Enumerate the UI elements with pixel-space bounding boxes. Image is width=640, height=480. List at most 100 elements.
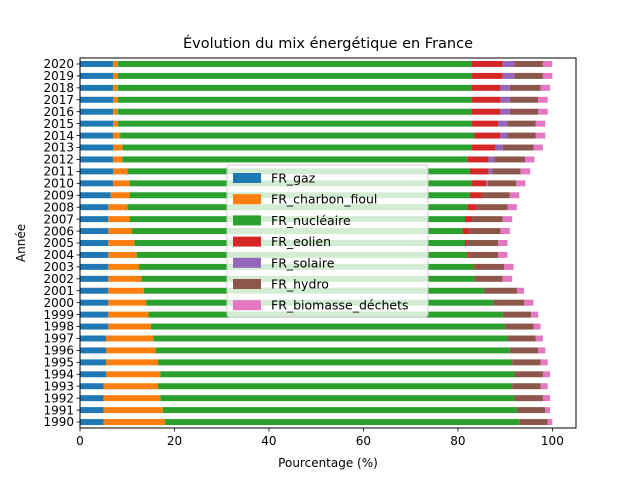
- bar-FR_biomasse_déchets-2009: [509, 192, 520, 199]
- bar-FR_hydro-2000: [493, 299, 525, 306]
- bar-FR_biomasse_déchets-2013: [533, 144, 543, 151]
- bar-FR_solaire-2015: [498, 120, 508, 127]
- bar-FR_eolien-2006: [462, 228, 470, 235]
- y-tick-label-2019: 2019: [43, 69, 74, 83]
- y-tick-label-2009: 2009: [43, 188, 74, 202]
- bar-FR_charbon_fioul-2016: [113, 108, 118, 115]
- bar-FR_hydro-1997: [507, 335, 536, 342]
- bar-FR_nucléaire-1991: [162, 407, 517, 414]
- bar-FR_solaire-2019: [502, 72, 515, 79]
- bar-FR_hydro-2013: [502, 144, 534, 151]
- bar-FR_biomasse_déchets-1993: [540, 383, 548, 390]
- bar-FR_eolien-2004: [467, 251, 470, 258]
- bar-FR_hydro-2020: [514, 60, 543, 67]
- bar-FR_hydro-1992: [514, 395, 543, 402]
- bar-FR_hydro-1998: [505, 323, 534, 330]
- bar-FR_biomasse_déchets-1995: [540, 359, 548, 366]
- bar-FR_eolien-2003: [474, 263, 476, 270]
- y-tick-label-1992: 1992: [43, 391, 74, 405]
- bar-FR_hydro-2015: [507, 120, 536, 127]
- bar-FR_charbon_fioul-2000: [108, 299, 147, 306]
- bar-FR_gaz-2010: [80, 180, 114, 187]
- bar-FR_solaire-2011: [488, 168, 493, 175]
- bar-FR_gaz-2007: [80, 216, 109, 223]
- bar-FR_hydro-2011: [492, 168, 521, 175]
- bar-FR_gaz-2003: [80, 263, 109, 270]
- bar-FR_charbon_fioul-2014: [113, 132, 121, 139]
- bar-FR_solaire-2012: [488, 156, 495, 163]
- y-tick-label-2011: 2011: [43, 165, 74, 179]
- bar-FR_charbon_fioul-1996: [105, 347, 156, 354]
- bar-FR_charbon_fioul-1999: [108, 311, 149, 318]
- bar-FR_solaire-2017: [500, 96, 510, 103]
- y-tick-label-2010: 2010: [43, 177, 74, 191]
- bar-FR_hydro-2017: [509, 96, 539, 103]
- bar-FR_gaz-2016: [80, 108, 114, 115]
- bar-FR_biomasse_déchets-1997: [535, 335, 543, 342]
- bar-FR_biomasse_déchets-2008: [507, 204, 517, 211]
- x-tick-label-20: 20: [167, 434, 182, 448]
- bar-FR_eolien-2019: [472, 72, 503, 79]
- bar-FR_eolien-2013: [472, 144, 496, 151]
- bar-FR_gaz-1995: [80, 359, 106, 366]
- bar-FR_charbon_fioul-1995: [105, 359, 158, 366]
- bar-FR_hydro-2014: [507, 132, 536, 139]
- x-tick-label-40: 40: [261, 434, 276, 448]
- bar-FR_charbon_fioul-2009: [110, 192, 130, 199]
- bar-FR_eolien-2014: [474, 132, 501, 139]
- bar-FR_charbon_fioul-2007: [108, 216, 130, 223]
- y-tick-label-2017: 2017: [43, 93, 74, 107]
- bar-FR_nucléaire-1994: [160, 371, 515, 378]
- bar-FR_hydro-2008: [476, 204, 508, 211]
- bar-FR_biomasse_déchets-1998: [533, 323, 541, 330]
- bar-FR_charbon_fioul-1998: [108, 323, 151, 330]
- bar-FR_charbon_fioul-2012: [113, 156, 123, 163]
- bar-FR_biomasse_déchets-2015: [535, 120, 546, 127]
- y-tick-label-2020: 2020: [43, 57, 74, 71]
- bar-FR_charbon_fioul-1997: [105, 335, 154, 342]
- bar-FR_hydro-2009: [481, 192, 510, 199]
- bar-FR_eolien-2011: [469, 168, 489, 175]
- legend-label-FR_biomasse_déchets: FR_biomasse_déchets: [271, 298, 409, 313]
- y-tick-label-2000: 2000: [43, 296, 74, 310]
- bar-FR_solaire-2014: [500, 132, 508, 139]
- bar-FR_hydro-1995: [512, 359, 541, 366]
- bar-FR_charbon_fioul-2006: [108, 228, 132, 235]
- bar-FR_nucléaire-2016: [117, 108, 473, 115]
- x-tick-label-80: 80: [450, 434, 465, 448]
- bar-FR_nucléaire-2014: [120, 132, 475, 139]
- bar-FR_gaz-2002: [80, 275, 109, 282]
- bar-FR_biomasse_déchets-1990: [547, 419, 553, 426]
- bar-FR_nucléaire-1995: [157, 359, 513, 366]
- y-tick-label-1994: 1994: [43, 367, 74, 381]
- y-tick-label-2003: 2003: [43, 260, 74, 274]
- legend-label-FR_solaire: FR_solaire: [271, 255, 335, 270]
- bar-FR_gaz-2014: [80, 132, 114, 139]
- legend-label-FR_hydro: FR_hydro: [271, 277, 329, 292]
- bar-FR_biomasse_déchets-2005: [498, 240, 508, 246]
- bar-FR_biomasse_déchets-1999: [531, 311, 539, 318]
- bar-FR_biomasse_déchets-2006: [500, 228, 510, 235]
- y-tick-label-2014: 2014: [43, 129, 74, 143]
- bar-FR_biomasse_déchets-2020: [542, 60, 553, 67]
- bar-FR_solaire-2013: [495, 144, 503, 151]
- legend-label-FR_nucléaire: FR_nucléaire: [271, 213, 351, 228]
- bar-FR_biomasse_déchets-2000: [524, 299, 534, 306]
- bar-FR_eolien-2005: [464, 240, 468, 246]
- bar-FR_eolien-2009: [469, 192, 482, 199]
- x-tick-label-60: 60: [356, 434, 371, 448]
- bar-FR_eolien-2015: [472, 120, 499, 127]
- bar-FR_nucléaire-2015: [117, 120, 473, 127]
- bar-FR_hydro-2016: [509, 108, 539, 115]
- bar-FR_gaz-1993: [80, 383, 104, 390]
- bar-FR_gaz-1999: [80, 311, 109, 318]
- bar-FR_gaz-1991: [80, 407, 104, 414]
- bar-FR_gaz-2018: [80, 84, 114, 91]
- bar-FR_biomasse_déchets-2018: [540, 84, 551, 91]
- bar-FR_charbon_fioul-2001: [108, 287, 144, 294]
- bar-FR_biomasse_déchets-1994: [542, 371, 551, 378]
- x-tick-label-100: 100: [541, 434, 564, 448]
- bar-FR_solaire-2020: [502, 60, 515, 67]
- legend-label-FR_charbon_fioul: FR_charbon_fioul: [271, 192, 377, 207]
